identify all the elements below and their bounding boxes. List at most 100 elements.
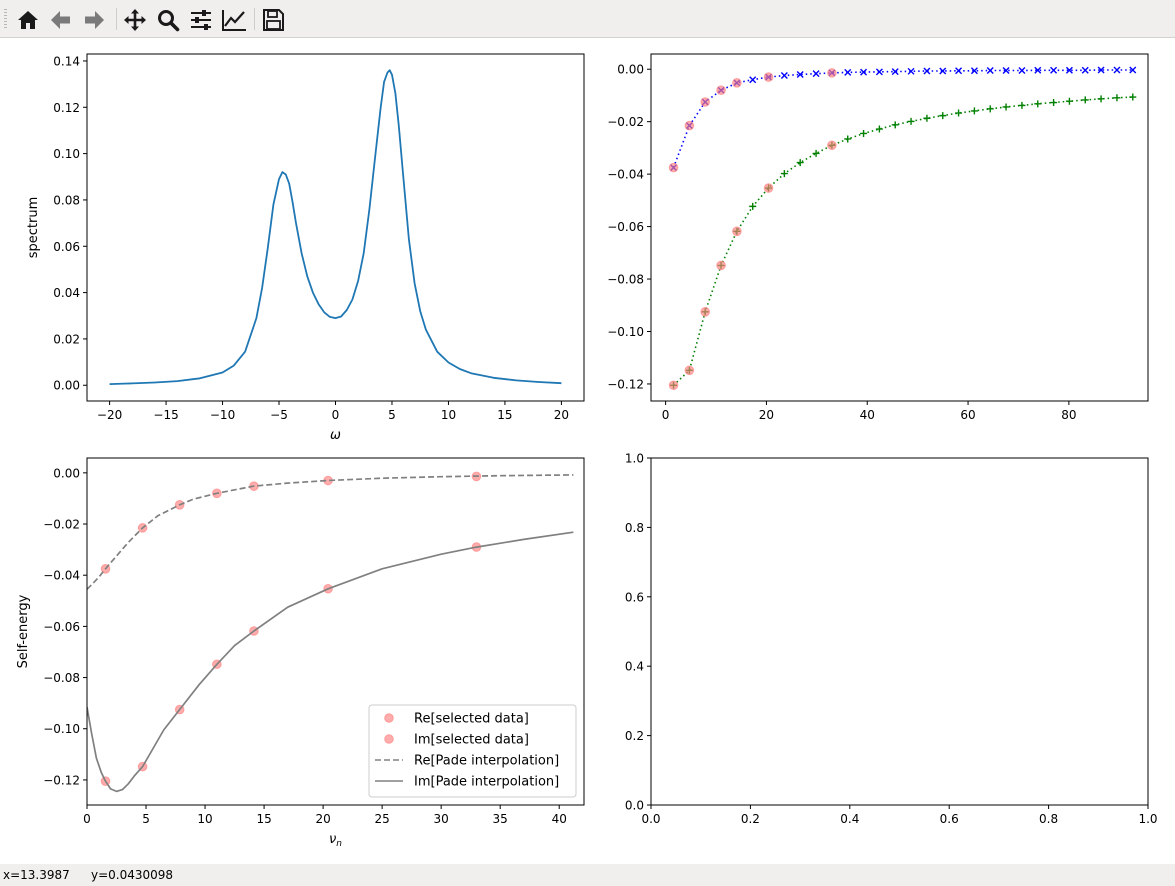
y-tick-label: 0.00	[53, 466, 80, 480]
data-point	[1002, 103, 1010, 111]
y-tick-label: −0.08	[607, 273, 644, 287]
data-point	[939, 112, 947, 120]
data-point	[684, 365, 695, 376]
matsubara-data-axes: 0 20 40 60 80 −0.12 −0.10 −0.08 −0.06 −0.04 −0.02 0…	[607, 53, 1149, 422]
data-point	[986, 105, 994, 113]
y-tick-label: −0.04	[43, 569, 80, 583]
x-tick-label: 40	[860, 408, 875, 422]
x-axis-label: νn	[329, 832, 342, 849]
x-tick-label: 5	[142, 812, 150, 826]
y-tick-label: −0.10	[43, 722, 80, 736]
zoom-button[interactable]	[154, 6, 182, 34]
series-line	[672, 96, 1133, 386]
x-tick-label: 0.6	[940, 812, 959, 826]
data-point	[668, 380, 679, 391]
data-point	[1065, 97, 1073, 105]
legend-label: Re[selected data]	[414, 712, 529, 727]
y-tick-label: −0.02	[607, 115, 644, 129]
zoom-icon	[158, 10, 180, 32]
x-tick-label: 80	[1061, 408, 1076, 422]
data-point	[1065, 66, 1073, 74]
data-point	[812, 70, 820, 78]
y-tick-label: −0.10	[607, 325, 644, 339]
data-point	[827, 140, 837, 151]
plot-area	[668, 66, 1137, 391]
spectrum-axes: −20 −15 −10 −5 0 5 10 15 20 0.00 0.02 0.04 0.06 0.08 0…	[26, 53, 585, 443]
forward-arrow-icon	[85, 11, 104, 29]
data-point	[796, 159, 804, 167]
x-tick-label: 0	[83, 812, 91, 826]
data-point	[1050, 66, 1058, 74]
status-bar: x=13.3987 y=0.0430098	[0, 864, 1175, 886]
y-tick-label: 0.8	[625, 521, 644, 535]
empty-axes: 0.0 0.2 0.4 0.6 0.8 1.0 0.0 0.2 0.4 0.6 0.8 1.0	[625, 452, 1158, 827]
y-tick-label: −0.08	[43, 671, 80, 685]
data-point	[875, 68, 883, 76]
data-point	[1081, 66, 1089, 74]
data-point	[1018, 101, 1026, 109]
forward-button[interactable]	[80, 6, 108, 34]
back-button[interactable]	[47, 6, 75, 34]
x-tick-label: 15	[256, 812, 271, 826]
y-tick-label: −0.04	[607, 168, 644, 182]
y-tick-label: 0.2	[625, 729, 644, 743]
legend-frame	[368, 704, 577, 798]
x-tick-label: 40	[552, 812, 567, 826]
save-button[interactable]	[259, 6, 287, 34]
home-icon	[18, 11, 38, 29]
data-point	[812, 149, 820, 157]
series-line	[87, 531, 574, 793]
data-point	[955, 109, 963, 117]
x-tick-label: −10	[210, 408, 235, 422]
back-arrow-icon	[51, 11, 70, 29]
x-tick-label: 0.4	[840, 812, 859, 826]
y-tick-label: −0.06	[43, 620, 80, 634]
data-point	[1129, 66, 1137, 74]
data-point	[749, 76, 757, 84]
edit-axis-icon	[222, 10, 246, 31]
x-tick-label: 1.0	[1138, 812, 1157, 826]
data-point	[780, 72, 788, 80]
data-point	[684, 120, 695, 131]
x-tick-label: 20	[554, 408, 569, 422]
configure-subplots-button[interactable]	[187, 6, 215, 34]
y-axis-label: spectrum	[26, 197, 41, 259]
data-point	[923, 114, 931, 122]
x-tick-label: 10	[441, 408, 456, 422]
home-button[interactable]	[14, 6, 42, 34]
data-point	[827, 68, 837, 78]
data-point	[907, 117, 915, 125]
data-point	[763, 72, 774, 82]
y-tick-label: −0.06	[607, 220, 644, 234]
legend-label: Re[Pade interpolation]	[414, 754, 559, 769]
pan-button[interactable]	[121, 6, 149, 34]
x-tick-label: 0	[332, 408, 340, 422]
data-point	[700, 307, 710, 317]
save-icon	[263, 9, 284, 31]
data-point	[668, 162, 679, 173]
data-point	[1081, 96, 1089, 104]
x-tick-label: 30	[434, 812, 449, 826]
data-point	[732, 226, 742, 237]
x-tick-label: −5	[270, 408, 288, 422]
navigation-toolbar	[0, 0, 1175, 38]
legend-swatch	[384, 734, 394, 744]
figure-canvas[interactable]: −20 −15 −10 −5 0 5 10 15 200.000.020.040.060.080…	[0, 38, 1175, 864]
edit-axis-button[interactable]	[220, 6, 248, 34]
y-tick-label: 0.06	[53, 240, 80, 254]
legend-label: Im[Pade interpolation]	[414, 775, 559, 790]
data-point	[860, 129, 868, 137]
x-tick-label: 15	[497, 408, 512, 422]
y-tick-label: 0.0	[625, 799, 644, 813]
series-line	[109, 69, 562, 385]
y-tick-label: 0.00	[617, 63, 644, 77]
cursor-y-readout: y=0.0430098	[91, 868, 174, 882]
self-energy-axes: 0 5 10 15 20 25 30 35 40 −0.12 −0.10 −0.08 −0.06 −0.0…	[16, 457, 585, 849]
data-point	[923, 67, 931, 75]
data-point	[844, 135, 852, 143]
data-point	[970, 67, 978, 75]
legend: Re[selected data] Im[selected data] Re[Pad…	[368, 704, 577, 798]
data-point	[907, 67, 915, 75]
toolbar-separator	[116, 8, 117, 30]
data-point	[763, 183, 774, 193]
